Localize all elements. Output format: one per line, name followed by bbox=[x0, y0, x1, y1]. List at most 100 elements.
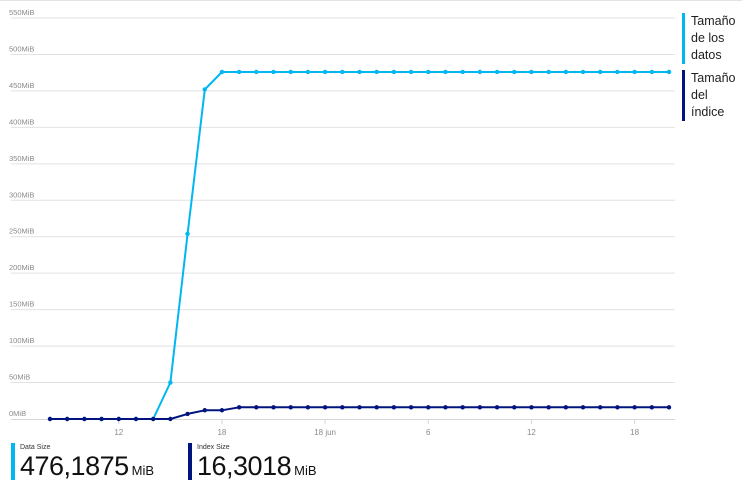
data-point[interactable] bbox=[168, 416, 173, 422]
data-point[interactable] bbox=[391, 405, 397, 410]
summary-label-index-size: Index Size bbox=[197, 444, 230, 451]
data-point[interactable] bbox=[357, 69, 362, 75]
data-point[interactable] bbox=[374, 405, 379, 410]
data-point[interactable] bbox=[443, 405, 448, 410]
data-point[interactable] bbox=[219, 69, 225, 75]
data-point[interactable] bbox=[150, 416, 156, 422]
data-point[interactable] bbox=[288, 405, 293, 410]
data-point[interactable] bbox=[615, 405, 620, 410]
summary-value-index-size: 16,3018 bbox=[197, 451, 292, 481]
data-point[interactable] bbox=[374, 69, 379, 75]
data-point[interactable] bbox=[615, 69, 620, 75]
data-point[interactable] bbox=[185, 231, 190, 237]
data-point[interactable] bbox=[168, 380, 173, 385]
data-point[interactable] bbox=[632, 69, 637, 75]
y-tick-label: 0MiB bbox=[9, 409, 26, 418]
legend-item-data-size[interactable]: Tamaño de los datos bbox=[682, 13, 740, 64]
data-point[interactable] bbox=[529, 405, 534, 410]
legend-label-index-size: Tamaño del índice bbox=[691, 71, 736, 119]
data-point[interactable] bbox=[477, 69, 483, 75]
summary-data-size: Data Size 476,1875 MiB bbox=[11, 443, 154, 480]
data-point[interactable] bbox=[47, 416, 53, 422]
data-point[interactable] bbox=[322, 405, 328, 410]
summary-index-size: Index Size 16,3018 MiB bbox=[188, 443, 317, 480]
data-point[interactable] bbox=[408, 69, 414, 75]
y-tick-label: 250MiB bbox=[9, 227, 34, 236]
y-tick-label: 500MiB bbox=[9, 44, 34, 53]
summary-value-data-size: 476,1875 bbox=[20, 451, 129, 481]
x-tick-label: 18 bbox=[217, 428, 226, 437]
data-point[interactable] bbox=[546, 69, 551, 75]
data-point[interactable] bbox=[460, 405, 465, 410]
data-point[interactable] bbox=[666, 405, 672, 410]
y-tick-label: 200MiB bbox=[9, 263, 34, 272]
data-point[interactable] bbox=[512, 69, 517, 75]
x-tick-label: 18 bbox=[630, 428, 639, 437]
summary-unit-data-size: MiB bbox=[131, 463, 155, 478]
data-point[interactable] bbox=[254, 405, 259, 410]
data-point[interactable] bbox=[116, 416, 121, 422]
data-point[interactable] bbox=[82, 416, 87, 422]
data-point[interactable] bbox=[529, 69, 534, 75]
x-tick-label: 6 bbox=[426, 428, 431, 437]
data-point[interactable] bbox=[271, 405, 276, 410]
legend-label-data-size: Tamaño de los datos bbox=[691, 14, 736, 62]
x-tick-label: 12 bbox=[527, 428, 536, 437]
data-point[interactable] bbox=[391, 69, 397, 75]
data-point[interactable] bbox=[271, 69, 276, 75]
top-divider bbox=[0, 0, 742, 1]
data-point[interactable] bbox=[340, 69, 345, 75]
data-point[interactable] bbox=[649, 69, 655, 75]
data-point[interactable] bbox=[133, 416, 139, 422]
y-tick-label: 450MiB bbox=[9, 81, 34, 90]
summary-unit-index-size: MiB bbox=[294, 463, 317, 478]
data-point[interactable] bbox=[322, 69, 328, 75]
data-point[interactable] bbox=[563, 405, 569, 410]
data-point[interactable] bbox=[305, 405, 311, 410]
data-point[interactable] bbox=[632, 405, 637, 410]
data-point[interactable] bbox=[305, 69, 311, 75]
data-point[interactable] bbox=[426, 405, 431, 410]
data-point[interactable] bbox=[477, 405, 483, 410]
data-point[interactable] bbox=[666, 69, 672, 75]
data-point[interactable] bbox=[649, 405, 655, 410]
data-point[interactable] bbox=[494, 69, 500, 75]
data-point[interactable] bbox=[512, 405, 517, 410]
y-tick-label: 350MiB bbox=[9, 154, 34, 163]
data-point[interactable] bbox=[340, 405, 345, 410]
data-point[interactable] bbox=[202, 87, 207, 92]
y-tick-label: 150MiB bbox=[9, 300, 34, 309]
data-point[interactable] bbox=[460, 69, 465, 75]
data-point[interactable] bbox=[408, 405, 414, 410]
data-point[interactable] bbox=[202, 408, 207, 413]
data-point[interactable] bbox=[357, 405, 362, 410]
data-point[interactable] bbox=[288, 69, 293, 75]
x-tick-label: 18 jun bbox=[314, 428, 336, 437]
data-point[interactable] bbox=[598, 405, 603, 410]
legend-item-index-size[interactable]: Tamaño del índice bbox=[682, 70, 740, 121]
data-point[interactable] bbox=[236, 69, 242, 75]
data-point[interactable] bbox=[236, 405, 242, 410]
y-tick-label: 300MiB bbox=[9, 190, 34, 199]
data-point[interactable] bbox=[426, 69, 431, 75]
summary-label-data-size: Data Size bbox=[20, 444, 51, 451]
data-point[interactable] bbox=[99, 416, 104, 422]
y-tick-label: 100MiB bbox=[9, 336, 34, 345]
data-point[interactable] bbox=[64, 416, 70, 422]
data-point[interactable] bbox=[563, 69, 569, 75]
data-point[interactable] bbox=[580, 405, 586, 410]
data-point[interactable] bbox=[546, 405, 551, 410]
data-point[interactable] bbox=[598, 69, 603, 75]
data-point[interactable] bbox=[580, 69, 586, 75]
data-point[interactable] bbox=[185, 411, 190, 417]
x-tick-label: 12 bbox=[114, 428, 123, 437]
y-tick-label: 50MiB bbox=[9, 373, 30, 382]
y-tick-label: 400MiB bbox=[9, 117, 34, 126]
line-chart: 0MiB 50MiB 100MiB 150MiB 200MiB 250MiB 300MiB 3… bbox=[9, 8, 675, 437]
data-point[interactable] bbox=[254, 69, 259, 75]
data-point[interactable] bbox=[494, 405, 500, 410]
y-tick-label: 550MiB bbox=[9, 8, 34, 17]
data-point[interactable] bbox=[443, 69, 448, 75]
series-line-0[interactable] bbox=[50, 71, 669, 420]
data-point[interactable] bbox=[219, 408, 225, 413]
